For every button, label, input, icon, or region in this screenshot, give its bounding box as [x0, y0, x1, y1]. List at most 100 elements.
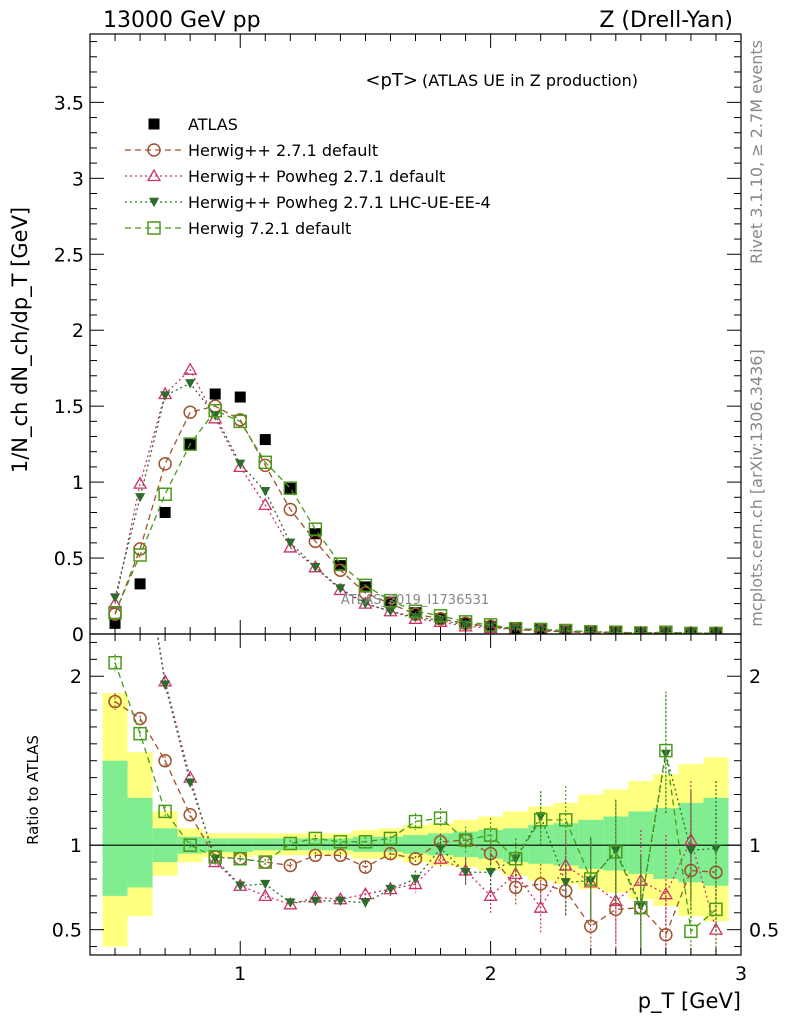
ratio-point [408, 851, 423, 866]
x-tick-label: 1 [234, 963, 246, 985]
ratio-point [460, 868, 471, 878]
ratio-panel: 1 2 30.5 0.51 12 2 Ratio to ATLAS p_T [GeV] [24, 518, 779, 1014]
data-point [183, 437, 197, 451]
ratio-point [383, 831, 398, 846]
ratio-point [408, 814, 423, 829]
data-point [209, 388, 221, 400]
data-point [283, 502, 298, 517]
ratio-point [158, 804, 172, 819]
data-point [358, 578, 373, 593]
ratio-point [435, 844, 446, 854]
ratio-point [110, 520, 120, 529]
x-tick-label: 2 [485, 963, 497, 985]
data-point [233, 414, 247, 429]
data-point [334, 560, 346, 572]
ratio-point [258, 855, 273, 869]
ratio-y-axis-label: Ratio to ATLAS [24, 735, 42, 845]
ratio-point [135, 520, 145, 529]
data-point [534, 623, 547, 634]
data-point [383, 593, 398, 608]
band-1sigma [102, 760, 128, 896]
data-point [235, 459, 246, 469]
ratio-point [134, 518, 146, 529]
ratio-point [385, 884, 396, 895]
band-1sigma [352, 836, 378, 852]
data-point [285, 538, 296, 548]
data-point [533, 622, 548, 634]
data-point [160, 391, 171, 401]
ratio-point [308, 831, 323, 846]
legend-marker [146, 168, 162, 182]
y-tick-label: 1 [70, 835, 82, 857]
data-point [108, 605, 122, 620]
data-point [408, 611, 423, 624]
x-tick-label: 3 [735, 963, 747, 985]
ratio-point [260, 879, 271, 890]
chart-title: <pT> [365, 70, 418, 91]
ratio-point [634, 900, 648, 915]
ratio-point [485, 868, 496, 878]
data-point [134, 578, 146, 590]
data-point [408, 604, 423, 618]
y-axis-label: 1/N_ch dN_ch/dp_T [GeV] [8, 207, 33, 473]
legend-marker [148, 118, 160, 130]
ratio-point [383, 846, 398, 861]
ratio-series-herwig-powheg-2-7-1-default [109, 518, 724, 955]
ratio-point [560, 878, 571, 888]
data-point [233, 459, 248, 473]
ratio-point [358, 860, 373, 874]
data-point [310, 562, 321, 573]
data-point [308, 522, 323, 536]
y-tick-label-right: 2 [749, 666, 761, 688]
data-point [659, 625, 673, 634]
ratio-point [233, 851, 247, 866]
ratio-point [533, 900, 548, 913]
data-point [158, 487, 172, 502]
data-point [260, 487, 271, 497]
ratio-point [208, 850, 222, 864]
data-point [109, 617, 121, 629]
main-panel: 0 0.5 1 1.5 2 2.5 3 3.5 <pT> (ATLAS UE in Z pro… [8, 33, 742, 646]
collision-energy-label: 13000 GeV pp [103, 8, 261, 33]
ratio-point [684, 924, 698, 939]
data-point [259, 434, 271, 446]
legend: ATLAS Herwig++ 2.7.1 default Herwig++ Powh… [125, 115, 491, 238]
data-point [234, 391, 246, 403]
y-tick-label: 1.5 [54, 396, 84, 418]
data-point [109, 593, 121, 603]
data-point [134, 493, 146, 503]
data-point [208, 410, 223, 424]
ratio-point [608, 893, 623, 907]
data-point [283, 481, 298, 495]
ratio-point [333, 848, 348, 863]
ratio-point [659, 743, 673, 758]
legend-entry-herwig-7-2-1-default: Herwig 7.2.1 default [125, 219, 351, 238]
band-1sigma [252, 838, 278, 851]
ratio-point [283, 858, 298, 873]
rivet-version-label: Rivet 3.1.10, ≥ 2.7M events [747, 40, 766, 264]
data-point [634, 626, 648, 634]
ratio-point [358, 835, 373, 849]
legend-entry-herwig-powheg-2-7-1-lhc-ue-ee-4: Herwig++ Powheg 2.7.1 LHC-UE-EE-4 [125, 193, 491, 212]
ratio-point [658, 886, 674, 900]
ratio-point [483, 828, 498, 842]
data-point [609, 625, 623, 634]
ratio-point [109, 518, 121, 529]
data-point [335, 584, 346, 594]
ratio-point [108, 655, 122, 670]
ratio-point [584, 872, 598, 886]
ratio-point [508, 866, 523, 880]
data-point [258, 497, 273, 511]
y-tick-label: 3 [72, 168, 84, 190]
ratio-point [710, 844, 722, 854]
ratio-point [283, 836, 298, 851]
y-tick-label: 0.5 [54, 548, 84, 570]
legend-label: Herwig++ 2.7.1 default [188, 141, 378, 160]
ratio-point [335, 896, 346, 907]
ratio-point [160, 680, 171, 690]
ratio-point [558, 813, 573, 827]
y-tick-label: 3.5 [54, 92, 84, 114]
legend-label: Herwig++ Powheg 2.7.1 LHC-UE-EE-4 [188, 193, 491, 212]
y-tick-label: 2 [70, 666, 82, 688]
